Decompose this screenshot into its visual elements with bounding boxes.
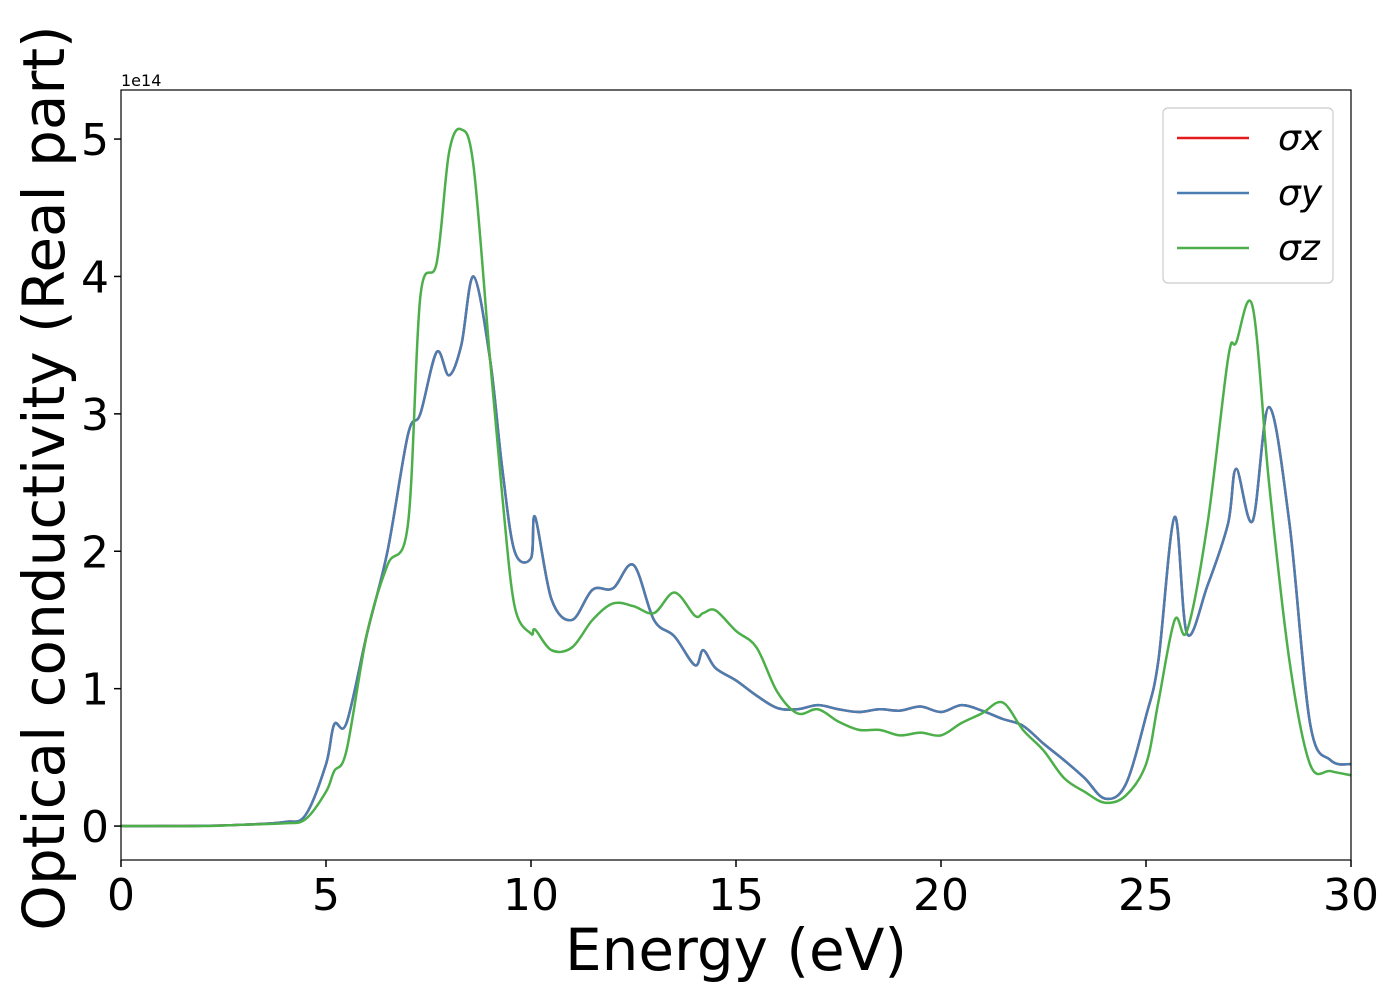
- legend-label: σz: [1278, 228, 1321, 269]
- series-line: [121, 275, 1351, 828]
- series-line: [121, 275, 1351, 828]
- legend-label: σx: [1278, 118, 1323, 159]
- x-tick-label: 0: [107, 870, 135, 921]
- y-tick-label: 1: [81, 665, 109, 716]
- x-axis-label: Energy (eV): [565, 916, 907, 984]
- x-tick-label: 5: [312, 870, 340, 921]
- y-tick-label: 5: [81, 115, 109, 166]
- y-axis-label: Optical conductivity (Real part): [10, 25, 78, 930]
- x-tick-label: 15: [708, 870, 764, 921]
- legend-box: [1162, 107, 1334, 284]
- x-tick-label: 10: [503, 870, 559, 921]
- y-tick-label: 0: [81, 802, 109, 853]
- y-tick-label: 2: [81, 527, 109, 578]
- series-line: [121, 127, 1351, 828]
- y-offset-label: 1e14: [121, 71, 161, 90]
- x-tick-label: 30: [1323, 870, 1379, 921]
- x-tick-label: 25: [1118, 870, 1174, 921]
- plot-frame: [120, 89, 1352, 861]
- y-tick-label: 4: [81, 252, 109, 303]
- y-tick-label: 3: [81, 390, 109, 441]
- legend-label: σy: [1278, 173, 1323, 214]
- x-tick-label: 20: [913, 870, 969, 921]
